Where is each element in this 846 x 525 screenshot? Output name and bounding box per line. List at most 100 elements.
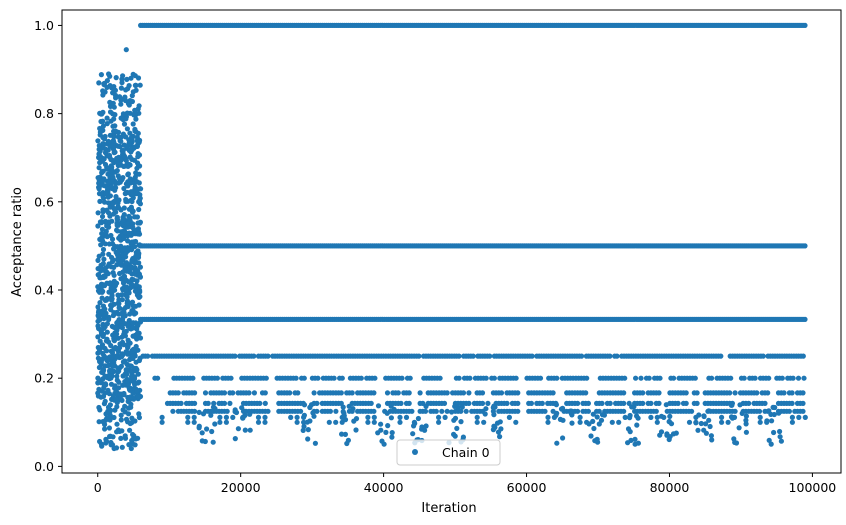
data-point xyxy=(800,353,806,359)
data-point xyxy=(121,342,127,348)
data-point xyxy=(403,414,410,420)
data-point xyxy=(127,394,133,400)
x-axis-ticks: 0 20000 40000 60000 80000 100000 xyxy=(94,473,837,495)
data-point xyxy=(786,408,793,414)
data-point xyxy=(170,408,176,414)
data-point xyxy=(113,333,119,339)
data-point xyxy=(116,385,122,391)
data-point xyxy=(301,375,307,381)
data-point xyxy=(200,411,207,417)
data-point xyxy=(135,226,141,232)
data-point xyxy=(118,101,124,107)
data-point xyxy=(315,375,321,381)
data-point xyxy=(389,434,395,440)
data-point xyxy=(208,412,214,418)
data-point xyxy=(709,375,715,381)
data-point xyxy=(458,408,464,414)
data-point xyxy=(134,179,140,185)
data-point xyxy=(211,400,217,406)
data-point xyxy=(135,130,141,136)
data-point xyxy=(422,408,429,414)
data-point xyxy=(118,412,124,418)
data-point xyxy=(111,301,117,307)
data-point xyxy=(96,347,103,353)
data-point xyxy=(129,198,135,205)
data-point xyxy=(104,295,110,302)
data-point xyxy=(109,323,115,329)
data-point xyxy=(632,441,638,447)
data-point xyxy=(121,308,127,314)
data-point xyxy=(107,109,114,115)
data-point xyxy=(569,420,575,426)
data-point xyxy=(104,115,110,121)
data-point xyxy=(375,403,382,409)
data-point xyxy=(293,375,299,381)
data-point xyxy=(683,400,689,406)
data-point xyxy=(100,393,107,399)
data-point xyxy=(454,425,460,431)
data-point xyxy=(766,437,772,443)
data-point xyxy=(802,414,808,420)
data-point xyxy=(118,207,124,213)
data-point xyxy=(135,371,141,377)
data-point xyxy=(371,414,377,420)
data-point xyxy=(463,408,469,414)
data-point xyxy=(766,375,772,381)
data-point xyxy=(122,333,128,339)
data-point xyxy=(98,284,104,290)
data-point xyxy=(109,373,115,379)
data-point xyxy=(120,116,126,123)
data-point xyxy=(134,165,140,171)
data-point xyxy=(97,300,103,306)
data-point xyxy=(113,353,119,359)
data-point xyxy=(371,419,377,425)
data-point xyxy=(232,353,238,359)
data-point xyxy=(221,390,228,396)
data-point xyxy=(358,375,364,381)
data-point xyxy=(241,408,248,414)
data-point xyxy=(686,419,693,425)
data-point xyxy=(159,419,165,425)
data-point xyxy=(96,186,102,192)
data-point xyxy=(129,239,135,245)
data-point xyxy=(123,287,129,293)
data-point xyxy=(577,414,583,420)
data-point xyxy=(470,353,476,359)
data-point xyxy=(666,436,672,443)
data-point xyxy=(125,245,131,251)
data-point xyxy=(513,375,519,381)
data-point xyxy=(123,260,129,267)
legend-marker xyxy=(412,449,418,455)
data-point xyxy=(199,430,205,436)
data-point xyxy=(769,418,775,424)
data-point xyxy=(137,264,143,270)
legend-box xyxy=(396,439,501,466)
data-point xyxy=(99,443,105,449)
axes xyxy=(61,9,842,474)
data-point xyxy=(601,412,608,418)
data-point xyxy=(102,268,108,274)
data-point xyxy=(100,246,107,253)
data-point xyxy=(397,419,403,425)
data-point xyxy=(114,222,120,228)
data-point xyxy=(795,375,802,381)
data-point xyxy=(122,191,128,197)
data-point xyxy=(120,217,126,223)
data-point xyxy=(663,402,669,408)
data-point xyxy=(719,419,725,425)
data-point xyxy=(117,270,123,277)
data-point xyxy=(102,373,108,379)
data-point xyxy=(191,414,197,420)
data-point xyxy=(105,200,111,206)
data-point xyxy=(384,410,390,416)
data-point xyxy=(232,436,238,442)
data-point xyxy=(483,406,489,412)
data-point xyxy=(459,404,465,410)
data-point xyxy=(554,440,560,446)
data-point xyxy=(456,353,462,359)
data-point xyxy=(437,375,443,381)
x-tick-label: 100000 xyxy=(789,480,837,495)
data-point xyxy=(460,434,466,440)
data-point xyxy=(123,87,129,93)
data-point xyxy=(125,163,131,169)
